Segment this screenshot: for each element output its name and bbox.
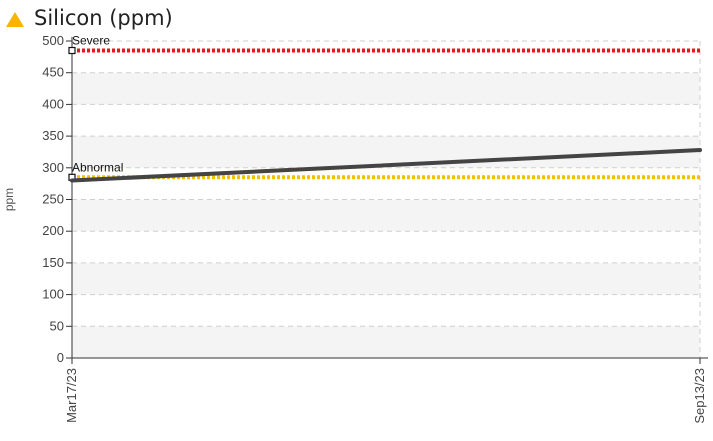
threshold-label-severe: Severe	[72, 34, 110, 48]
y-tick-label: 50	[50, 318, 64, 333]
plot-band	[72, 136, 700, 168]
y-tick-label: 350	[42, 128, 64, 143]
y-tick-label: 400	[42, 96, 64, 111]
chart-title: Silicon (ppm)	[34, 6, 173, 30]
y-tick-label: 300	[42, 160, 64, 175]
y-tick-label: 150	[42, 255, 64, 270]
plot-band	[72, 262, 700, 295]
x-tick-label: Mar17/23	[64, 368, 79, 423]
plot-band	[72, 199, 700, 232]
warning-triangle-icon	[6, 11, 24, 27]
series-line	[70, 148, 702, 183]
y-tick-label: 100	[42, 287, 64, 302]
y-tick-label: 0	[57, 350, 64, 365]
chart-header: Silicon (ppm)	[6, 2, 173, 34]
threshold-label-abnormal: Abnormal	[72, 160, 123, 174]
y-tick-label: 500	[42, 33, 64, 48]
y-tick-label: 450	[42, 65, 64, 80]
x-tick-label: Sep13/23	[692, 368, 707, 424]
plot-band	[72, 326, 700, 358]
y-tick-label: 250	[42, 192, 64, 207]
plot-band	[72, 72, 700, 105]
y-axis-label: ppm	[2, 188, 16, 211]
y-tick-label: 200	[42, 223, 64, 238]
threshold-marker-severe	[68, 46, 76, 55]
